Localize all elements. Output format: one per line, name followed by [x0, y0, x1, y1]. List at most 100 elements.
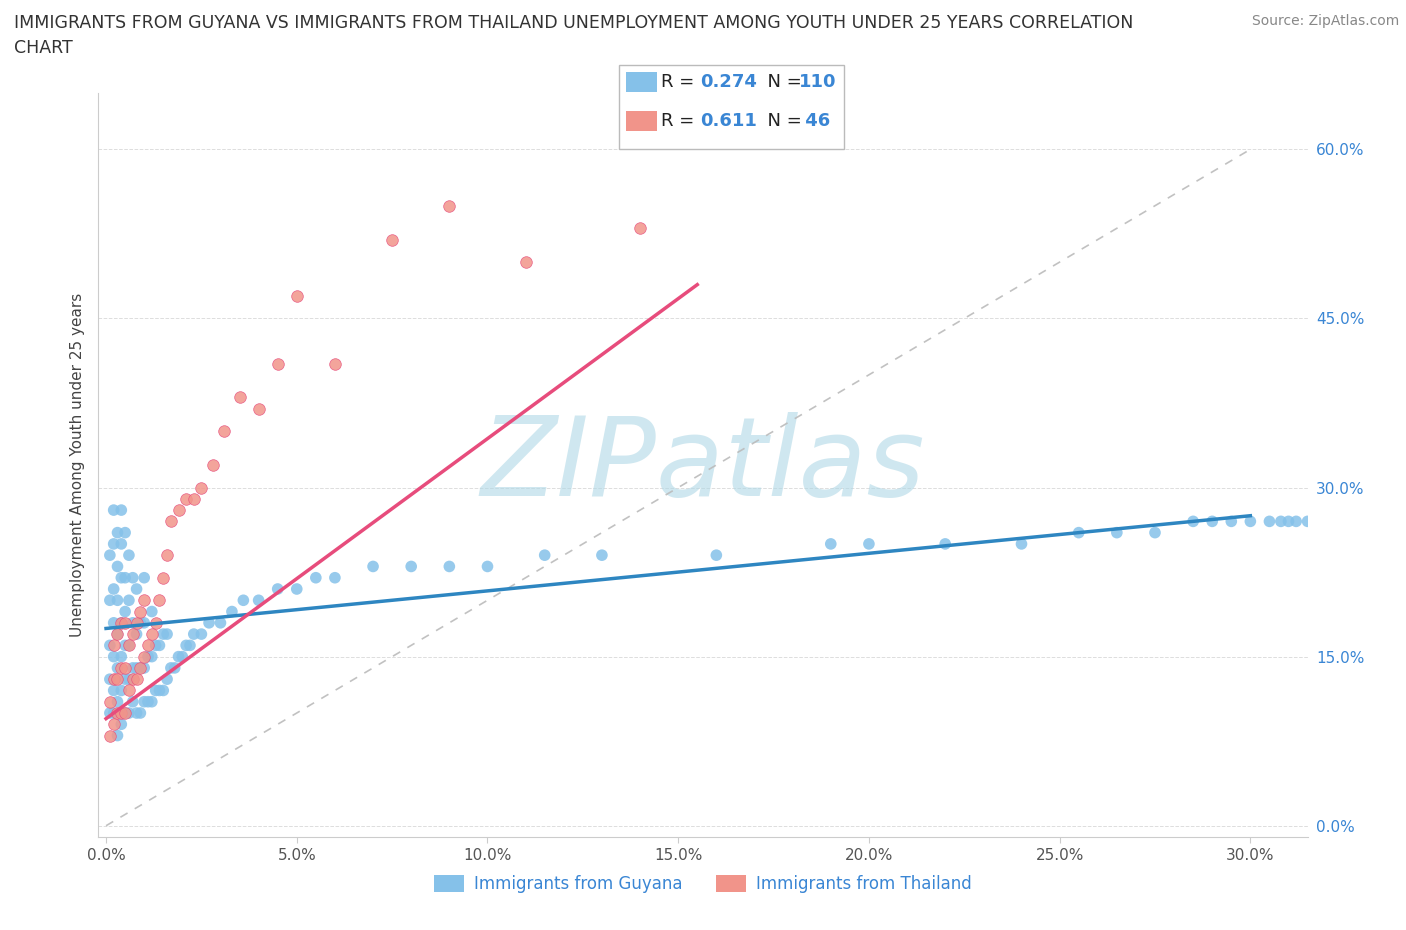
Point	[145, 638, 167, 653]
Point	[103, 671, 125, 686]
Point	[103, 683, 125, 698]
Point	[125, 627, 148, 642]
Text: 110: 110	[799, 73, 837, 91]
Point	[107, 525, 129, 540]
Point	[121, 627, 143, 642]
Point	[190, 480, 212, 495]
Point	[118, 638, 141, 653]
Point	[399, 559, 422, 574]
Point	[167, 502, 190, 517]
Point	[129, 660, 152, 675]
Point	[118, 548, 141, 563]
Point	[141, 627, 163, 642]
Point	[98, 548, 121, 563]
Point	[858, 537, 880, 551]
Text: 0.274: 0.274	[700, 73, 756, 91]
Point	[121, 570, 143, 585]
Text: ZIPatlas: ZIPatlas	[481, 411, 925, 519]
Point	[145, 683, 167, 698]
Point	[183, 491, 205, 506]
Point	[98, 706, 121, 721]
Point	[174, 638, 197, 653]
Point	[232, 592, 254, 607]
Point	[156, 671, 179, 686]
Text: 46: 46	[799, 112, 830, 130]
Point	[107, 592, 129, 607]
Point	[156, 627, 179, 642]
Point	[134, 660, 156, 675]
Point	[934, 537, 956, 551]
Point	[114, 525, 136, 540]
Point	[1011, 537, 1033, 551]
Point	[285, 288, 308, 303]
Text: 0.611: 0.611	[700, 112, 756, 130]
Point	[247, 592, 270, 607]
Point	[152, 570, 174, 585]
Point	[1201, 514, 1223, 529]
Point	[136, 638, 159, 653]
Point	[107, 671, 129, 686]
Y-axis label: Unemployment Among Youth under 25 years: Unemployment Among Youth under 25 years	[70, 293, 86, 637]
Point	[107, 695, 129, 710]
Point	[305, 570, 328, 585]
Point	[118, 683, 141, 698]
Point	[114, 638, 136, 653]
Point	[1239, 514, 1261, 529]
Point	[125, 616, 148, 631]
Point	[141, 649, 163, 664]
Point	[103, 638, 125, 653]
Point	[103, 616, 125, 631]
Point	[141, 604, 163, 619]
Point	[1346, 514, 1368, 529]
Point	[515, 255, 537, 270]
Point	[118, 592, 141, 607]
Point	[114, 604, 136, 619]
Point	[103, 537, 125, 551]
Point	[134, 592, 156, 607]
Point	[129, 604, 152, 619]
Point	[267, 356, 290, 371]
Point	[107, 627, 129, 642]
Point	[247, 401, 270, 416]
Point	[201, 458, 224, 472]
Point	[148, 683, 170, 698]
Point	[1067, 525, 1090, 540]
Point	[141, 695, 163, 710]
Point	[1334, 514, 1357, 529]
Text: IMMIGRANTS FROM GUYANA VS IMMIGRANTS FROM THAILAND UNEMPLOYMENT AMONG YOUTH UNDE: IMMIGRANTS FROM GUYANA VS IMMIGRANTS FRO…	[14, 14, 1133, 32]
Point	[125, 581, 148, 596]
Point	[118, 671, 141, 686]
Point	[103, 717, 125, 732]
Point	[136, 649, 159, 664]
Text: R =: R =	[661, 73, 700, 91]
Point	[439, 198, 461, 213]
Point	[209, 616, 232, 631]
Point	[114, 706, 136, 721]
Point	[174, 491, 197, 506]
Point	[221, 604, 243, 619]
Point	[591, 548, 613, 563]
Legend: Immigrants from Guyana, Immigrants from Thailand: Immigrants from Guyana, Immigrants from …	[427, 868, 979, 899]
Point	[114, 671, 136, 686]
Point	[1277, 514, 1299, 529]
Point	[381, 232, 404, 247]
Point	[125, 706, 148, 721]
Point	[198, 616, 221, 631]
Point	[1285, 514, 1308, 529]
Point	[1296, 514, 1319, 529]
Point	[121, 616, 143, 631]
Point	[134, 695, 156, 710]
Point	[152, 683, 174, 698]
Point	[285, 581, 308, 596]
Point	[98, 695, 121, 710]
Point	[167, 649, 190, 664]
Point	[183, 627, 205, 642]
Point	[121, 660, 143, 675]
Point	[323, 356, 346, 371]
Point	[1308, 514, 1330, 529]
Point	[172, 649, 194, 664]
Point	[152, 627, 174, 642]
Point	[129, 706, 152, 721]
Text: R =: R =	[661, 112, 706, 130]
Point	[1143, 525, 1166, 540]
